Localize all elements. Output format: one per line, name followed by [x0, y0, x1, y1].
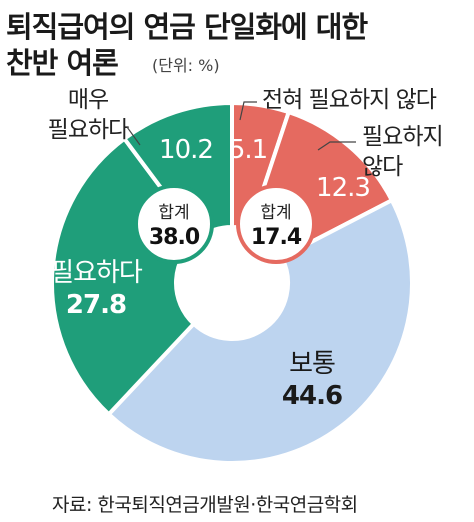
total-value: 38.0: [149, 225, 200, 250]
label-very-needed: 10.2: [159, 135, 213, 165]
total-bubble-disagree: [236, 184, 316, 264]
unit-label: (단위: %): [152, 56, 220, 75]
chart-title-line2: 찬반 여론: [6, 46, 119, 80]
total-value: 17.4: [251, 225, 302, 250]
label-not-at-all-needed: 5.1: [229, 135, 267, 165]
total-label: 합계: [260, 203, 291, 223]
leader-not-at-all-needed: [239, 101, 257, 121]
total-label: 합계: [158, 203, 189, 223]
slice-neutral: [105, 197, 414, 465]
chart-title-line1: 퇴직급여의 연금 단일화에 대한: [6, 10, 368, 44]
label-not-needed: 12.3: [316, 173, 370, 203]
total-bubble-agree: [134, 184, 214, 264]
callout-not-needed: 필요하지 않다: [362, 124, 443, 180]
leader-not-needed: [317, 141, 356, 151]
label-neutral: 보통 44.6: [282, 349, 342, 411]
label-needed: 필요하다 27.8: [50, 258, 143, 320]
callout-not-at-all-needed: 전혀 필요하지 않다: [262, 87, 437, 113]
leader-very-needed: [126, 126, 141, 146]
source-note: 자료: 한국퇴직연금개발원·한국연금학회: [52, 494, 358, 516]
callout-very-needed: 매우 필요하다: [48, 87, 129, 143]
